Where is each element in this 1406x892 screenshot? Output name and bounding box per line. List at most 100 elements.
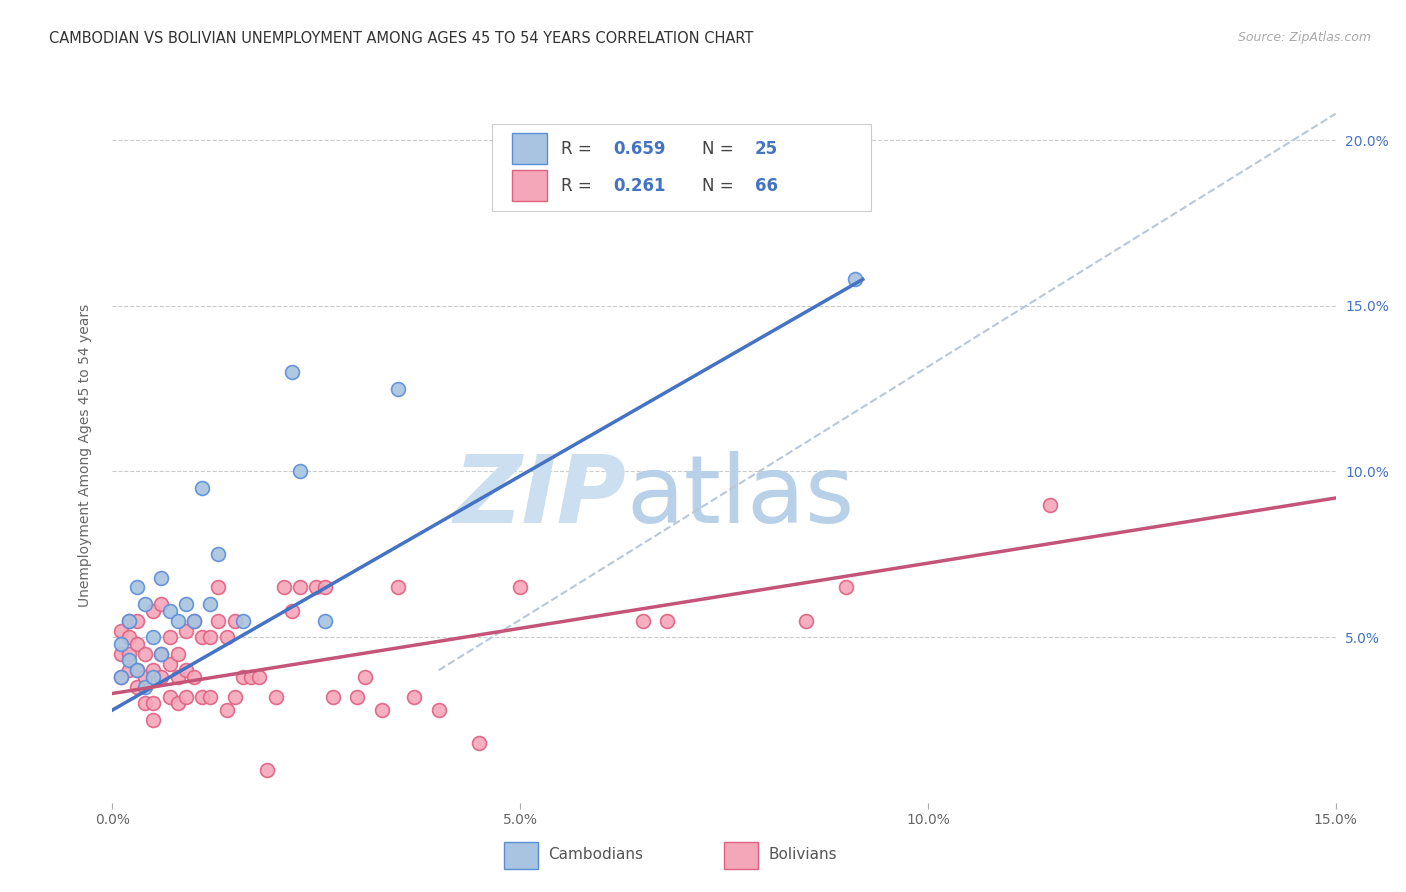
Point [110, 637, 132, 651]
Point [118, 614, 141, 628]
Point [387, 382, 409, 396]
Point [134, 597, 156, 611]
Point [655, 614, 678, 628]
Point [110, 624, 132, 638]
Point [183, 670, 205, 684]
Point [159, 604, 181, 618]
Point [166, 614, 188, 628]
Point [224, 614, 246, 628]
Point [125, 637, 148, 651]
FancyBboxPatch shape [512, 133, 547, 164]
FancyBboxPatch shape [512, 170, 547, 202]
Text: R =: R = [561, 177, 598, 194]
Point [142, 713, 165, 727]
Point [794, 614, 817, 628]
Text: Source: ZipAtlas.com: Source: ZipAtlas.com [1237, 31, 1371, 45]
Point [200, 690, 222, 704]
FancyBboxPatch shape [724, 842, 758, 869]
Point [273, 581, 295, 595]
FancyBboxPatch shape [492, 124, 870, 211]
Point [207, 614, 229, 628]
Point [174, 597, 197, 611]
Point [118, 653, 141, 667]
Point [346, 690, 368, 704]
Text: Cambodians: Cambodians [548, 847, 643, 863]
Point [247, 670, 270, 684]
Point [207, 547, 229, 561]
Point [322, 690, 344, 704]
Point [166, 697, 188, 711]
Point [110, 647, 132, 661]
Point [142, 604, 165, 618]
Point [256, 763, 278, 777]
Point [387, 581, 409, 595]
Text: N =: N = [702, 177, 740, 194]
Point [631, 614, 654, 628]
Text: 0.261: 0.261 [613, 177, 665, 194]
Point [166, 670, 188, 684]
Point [118, 663, 141, 677]
Point [110, 670, 132, 684]
Point [215, 703, 238, 717]
Y-axis label: Unemployment Among Ages 45 to 54 years: Unemployment Among Ages 45 to 54 years [77, 303, 91, 607]
Point [159, 690, 181, 704]
Point [174, 690, 197, 704]
Point [134, 670, 156, 684]
Text: R =: R = [561, 140, 598, 158]
Point [183, 614, 205, 628]
Point [191, 690, 214, 704]
Point [110, 670, 132, 684]
Point [118, 630, 141, 644]
Point [125, 581, 148, 595]
Point [142, 630, 165, 644]
Point [835, 581, 858, 595]
Point [125, 663, 148, 677]
FancyBboxPatch shape [503, 842, 538, 869]
Text: 0.659: 0.659 [613, 140, 665, 158]
Point [150, 670, 173, 684]
Point [183, 614, 205, 628]
Point [159, 657, 181, 671]
Point [844, 272, 866, 286]
Point [191, 481, 214, 495]
Point [288, 465, 311, 479]
Text: N =: N = [702, 140, 740, 158]
Point [142, 663, 165, 677]
Point [232, 614, 254, 628]
Text: atlas: atlas [626, 450, 855, 542]
Point [118, 647, 141, 661]
Point [240, 670, 263, 684]
Point [305, 581, 328, 595]
Point [370, 703, 392, 717]
Point [215, 630, 238, 644]
Point [142, 670, 165, 684]
Point [404, 690, 426, 704]
Point [509, 581, 531, 595]
Point [314, 614, 336, 628]
Point [427, 703, 450, 717]
Point [150, 570, 173, 584]
Point [281, 604, 304, 618]
Text: 66: 66 [755, 177, 778, 194]
Point [125, 680, 148, 694]
Point [166, 647, 188, 661]
Point [232, 670, 254, 684]
Point [134, 697, 156, 711]
Point [191, 630, 214, 644]
Point [125, 663, 148, 677]
Point [224, 690, 246, 704]
Point [150, 647, 173, 661]
Point [150, 647, 173, 661]
Point [200, 597, 222, 611]
Point [125, 614, 148, 628]
Point [142, 697, 165, 711]
Point [134, 647, 156, 661]
Text: ZIP: ZIP [453, 450, 626, 542]
Point [207, 581, 229, 595]
Point [354, 670, 377, 684]
Point [118, 614, 141, 628]
Point [200, 630, 222, 644]
Point [468, 736, 491, 750]
Point [288, 581, 311, 595]
Text: Bolivians: Bolivians [768, 847, 837, 863]
